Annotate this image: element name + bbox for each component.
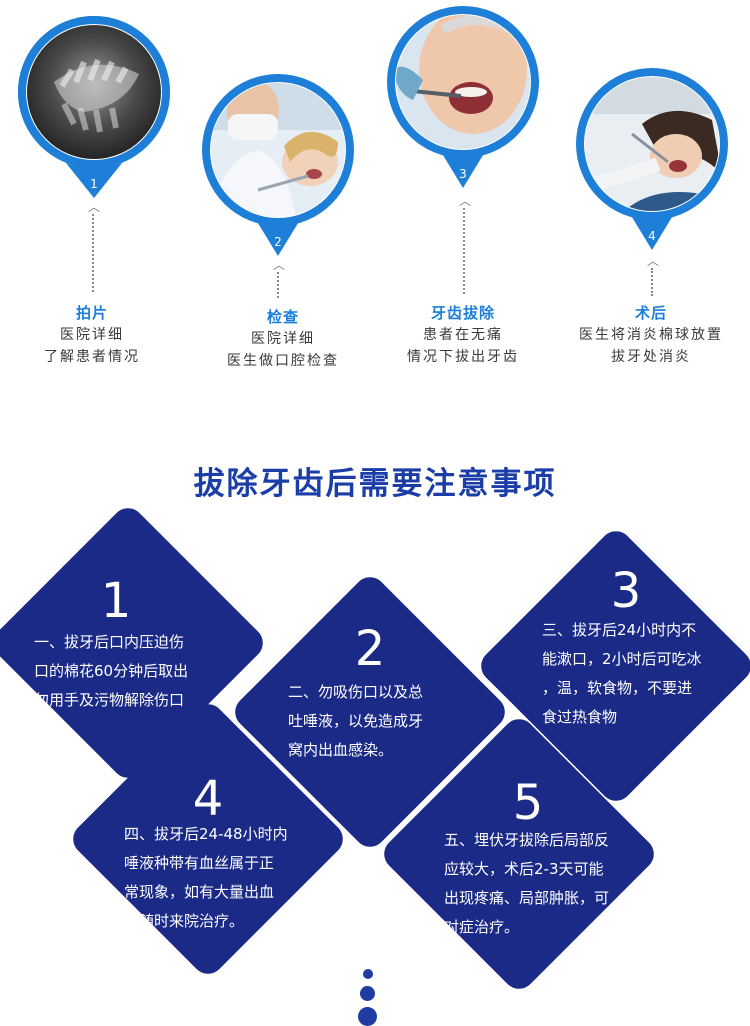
- step-1-number: 1: [90, 177, 98, 191]
- step-3-text: 牙齿拔除 患者在无痛 情况下拔出牙齿: [373, 302, 553, 368]
- step-2-desc: 医院详细 医生做口腔检查: [227, 331, 339, 369]
- step-2-text: 检查 医院详细 医生做口腔检查: [193, 306, 373, 372]
- step-4-title: 术后: [634, 304, 667, 322]
- step-4-text: 术后 医生将消炎棉球放置 拔牙处消炎: [556, 302, 746, 368]
- step-3-desc: 患者在无痛 情况下拔出牙齿: [407, 327, 519, 365]
- note-2-text: 二、勿吸伤口以及总 吐唾液，以免造成牙 窝内出血感染。: [288, 683, 424, 759]
- step-4-pin: 4: [572, 64, 732, 254]
- step-2-connector: [277, 272, 279, 298]
- note-5-number: 5: [512, 775, 544, 831]
- step-4-desc: 医生将消炎棉球放置 拔牙处消炎: [579, 327, 723, 365]
- section-heading: 拔除牙齿后需要注意事项: [193, 466, 557, 502]
- note-1-text: 一、拔牙后口内压迫伤 口的棉花60分钟后取出 勿用手及污物解除伤口: [34, 633, 189, 709]
- bottom-dot-medium: [360, 986, 375, 1001]
- step-2-title: 检查: [266, 308, 299, 326]
- extraction-photo: [396, 15, 530, 149]
- step-2-pin: 2: [198, 70, 358, 260]
- step-3-pin: 3: [383, 0, 543, 192]
- post-op-photo: [585, 77, 719, 211]
- note-1-number: 1: [100, 573, 132, 629]
- step-1-connector: [92, 214, 94, 292]
- note-4-number: 4: [192, 771, 224, 827]
- note-2-number: 2: [354, 621, 386, 677]
- note-3-number: 3: [610, 563, 642, 619]
- step-2-number: 2: [274, 235, 282, 249]
- step-2-caret-icon: ︿: [273, 258, 286, 272]
- step-1-title: 拍片: [75, 304, 108, 322]
- bottom-dot-small: [363, 969, 373, 979]
- step-3-number: 3: [459, 167, 467, 181]
- note-4-text: 四、拔牙后24-48小时内 唾液种带有血丝属于正 常现象，如有大量出血 可随时来…: [124, 825, 288, 930]
- step-1-text: 拍片 医院详细 了解患者情况: [2, 302, 182, 368]
- step-1-caret-icon: ︿: [88, 200, 101, 214]
- step-3-connector: [463, 208, 465, 294]
- step-3-title: 牙齿拔除: [430, 304, 495, 322]
- step-3-caret-icon: ︿: [459, 194, 472, 208]
- dental-exam-photo: [211, 83, 345, 217]
- step-4-connector: [651, 268, 653, 296]
- x-ray-photo: [27, 25, 161, 159]
- bottom-dot-large: [358, 1007, 377, 1026]
- step-1-pin: 1: [14, 12, 174, 202]
- note-5-text: 五、埋伏牙拔除后局部反 应较大，术后2-3天可能 出现疼痛、局部肿胀，可 对症治…: [444, 831, 610, 936]
- step-4-number: 4: [648, 229, 656, 243]
- step-1-desc: 医院详细 了解患者情况: [44, 327, 140, 365]
- note-3-text: 三、拔牙后24小时内不 能漱口，2小时后可吃冰 ，温，软食物，不要进 食过热食物: [542, 621, 702, 726]
- step-4-caret-icon: ︿: [647, 254, 660, 268]
